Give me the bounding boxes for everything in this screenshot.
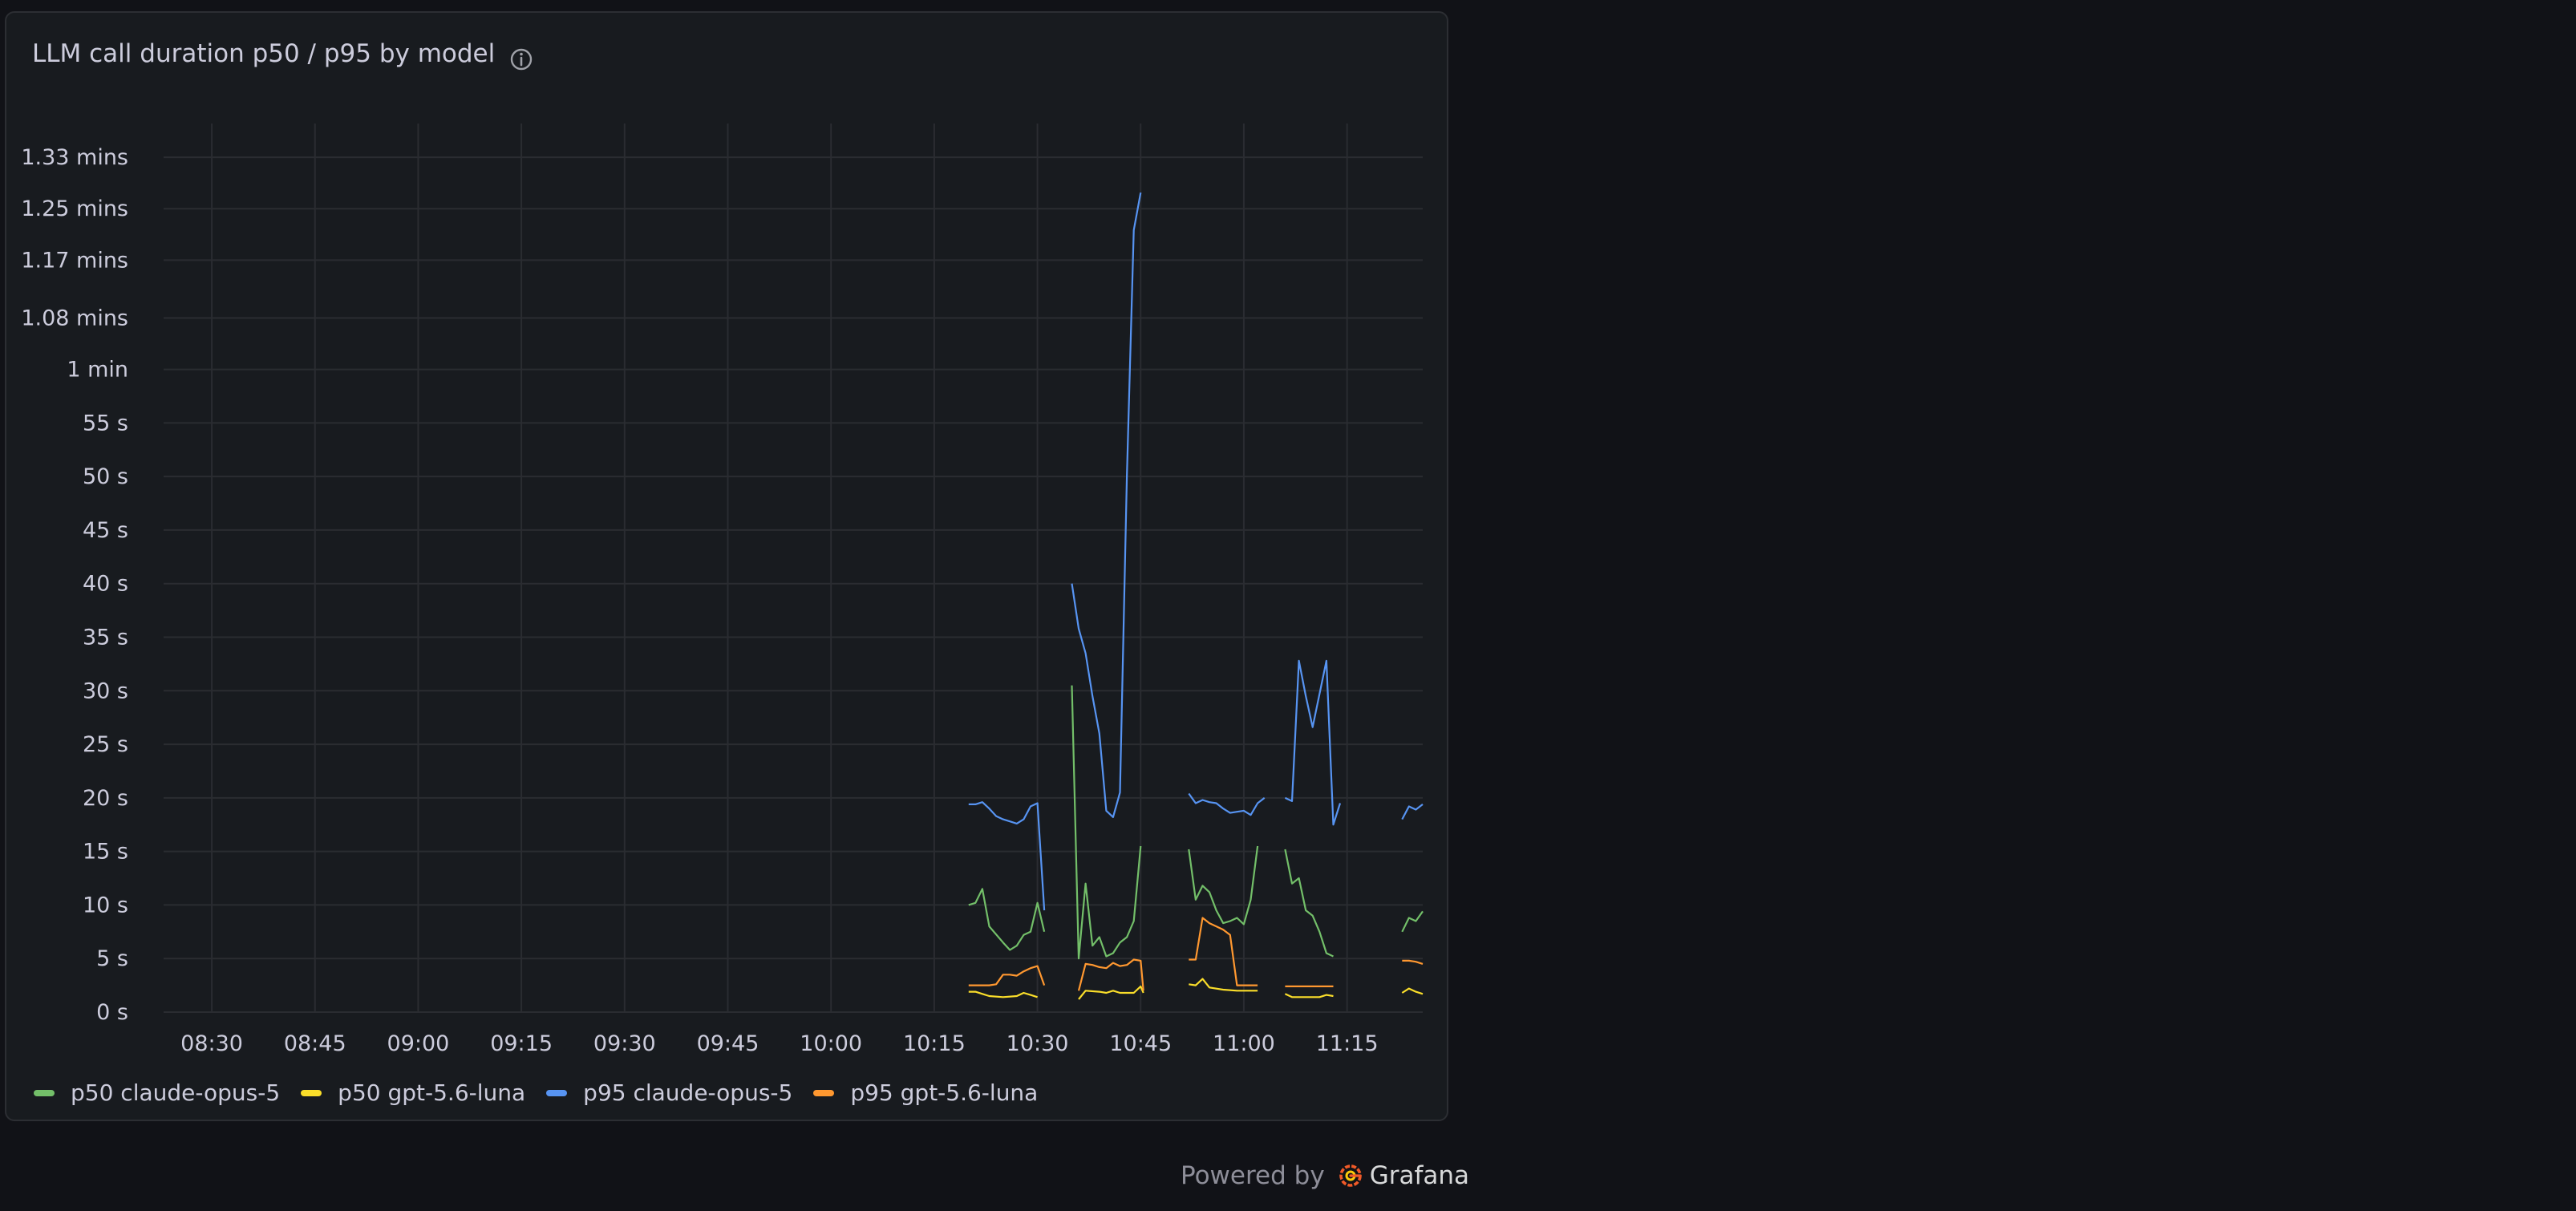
series-line-2-segment-3[interactable] — [1284, 659, 1342, 826]
x-tick-label-3: 09:15 — [490, 1031, 553, 1055]
legend-item-0[interactable]: p50 claude-opus-5 — [34, 1079, 280, 1106]
legend-label: p50 gpt-5.6-luna — [338, 1079, 526, 1106]
time-series-chart[interactable]: 0 s 5 s 10 s 15 s 20 s 25 s 30 s 35 s 40 s 45 s 50… — [6, 13, 1450, 1055]
series-line-1-segment-0[interactable] — [968, 990, 1038, 998]
panel-title: LLM call duration p50 / p95 by model — [32, 39, 496, 68]
series-line-1-segment-1[interactable] — [1078, 985, 1144, 1000]
series-p95-claude-opus-5 — [968, 192, 1424, 911]
powered-by-footer: Powered by Grafana — [1181, 1161, 1469, 1190]
y-tick-label-13: 1.08 mins — [21, 306, 128, 330]
y-tick-label-0: 0 s — [96, 1000, 128, 1025]
legend-label: p95 gpt-5.6-luna — [850, 1079, 1039, 1106]
series-line-3-segment-4[interactable] — [1402, 959, 1424, 965]
y-tick-label-11: 55 s — [83, 411, 128, 435]
y-axis: 0 s 5 s 10 s 15 s 20 s 25 s 30 s 35 s 40 s 45 s 50… — [21, 145, 128, 1025]
y-tick-label-2: 10 s — [83, 893, 128, 917]
y-tick-label-5: 25 s — [83, 732, 128, 757]
chart-panel: LLM call duration p50 / p95 by model 0 s… — [5, 11, 1448, 1121]
series-line-2-segment-1[interactable] — [1071, 192, 1142, 819]
series-line-0-segment-2[interactable] — [1188, 845, 1259, 925]
series-line-1-segment-3[interactable] — [1284, 993, 1334, 998]
y-tick-label-6: 30 s — [83, 678, 128, 703]
y-tick-label-12: 1 min — [67, 358, 128, 383]
y-tick-label-14: 1.17 mins — [21, 248, 128, 273]
y-tick-label-15: 1.25 mins — [21, 196, 128, 221]
info-circle-icon[interactable] — [508, 47, 534, 72]
series-line-2-segment-0[interactable] — [968, 801, 1046, 911]
legend-item-2[interactable]: p95 claude-opus-5 — [546, 1079, 792, 1106]
series-line-0-segment-1[interactable] — [1071, 685, 1142, 960]
legend-swatch — [813, 1089, 835, 1096]
x-tick-label-2: 09:00 — [387, 1031, 450, 1055]
powered-by-text: Powered by — [1181, 1161, 1325, 1190]
x-tick-label-5: 09:45 — [697, 1031, 759, 1055]
x-tick-label-8: 10:30 — [1007, 1031, 1069, 1055]
grafana-brand: Grafana — [1369, 1161, 1470, 1190]
x-tick-label-1: 08:45 — [284, 1031, 346, 1055]
x-tick-label-6: 10:00 — [800, 1031, 862, 1055]
legend-label: p50 claude-opus-5 — [71, 1079, 281, 1106]
y-tick-label-10: 50 s — [83, 464, 128, 489]
x-tick-label-10: 11:00 — [1213, 1031, 1275, 1055]
series-p50-gpt-5-6-luna — [968, 978, 1424, 1000]
series-line-1-segment-2[interactable] — [1189, 978, 1258, 992]
legend-item-3[interactable]: p95 gpt-5.6-luna — [813, 1079, 1038, 1106]
x-tick-label-9: 10:45 — [1109, 1031, 1172, 1055]
series-line-3-segment-1[interactable] — [1077, 958, 1144, 991]
series-line-0-segment-0[interactable] — [968, 888, 1046, 951]
grafana-logo-icon — [1339, 1164, 1362, 1187]
y-tick-label-16: 1.33 mins — [21, 145, 128, 170]
y-tick-label-7: 35 s — [83, 626, 128, 650]
series-line-2-segment-4[interactable] — [1401, 804, 1424, 820]
y-tick-label-8: 40 s — [83, 572, 128, 597]
legend-swatch — [34, 1089, 55, 1096]
chart-grid — [164, 124, 1423, 1013]
series-line-0-segment-4[interactable] — [1401, 910, 1424, 933]
chart-legend: p50 claude-opus-5 p50 gpt-5.6-luna p95 cla… — [34, 1079, 1059, 1106]
x-tick-label-11: 11:15 — [1316, 1031, 1379, 1055]
x-tick-label-0: 08:30 — [180, 1031, 243, 1055]
y-tick-label-3: 15 s — [83, 840, 128, 865]
series-line-2-segment-2[interactable] — [1188, 792, 1266, 816]
series-line-3-segment-2[interactable] — [1189, 917, 1258, 986]
y-tick-label-1: 5 s — [96, 946, 128, 971]
series-layer — [968, 192, 1424, 1000]
legend-swatch — [301, 1089, 322, 1096]
y-tick-label-9: 45 s — [83, 518, 128, 543]
x-tick-label-4: 09:30 — [593, 1031, 656, 1055]
legend-swatch — [546, 1089, 568, 1096]
series-line-1-segment-4[interactable] — [1401, 987, 1424, 995]
legend-label: p95 claude-opus-5 — [583, 1079, 793, 1106]
series-p50-claude-opus-5 — [968, 685, 1424, 960]
series-line-3-segment-0[interactable] — [968, 965, 1046, 986]
series-p95-gpt-5-6-luna — [968, 917, 1424, 991]
x-axis: 08:30 08:45 09:00 09:15 09:30 09:45 10:00 10:15… — [180, 1031, 1378, 1055]
series-line-0-segment-3[interactable] — [1284, 849, 1334, 958]
x-tick-label-7: 10:15 — [903, 1031, 966, 1055]
y-tick-label-4: 20 s — [83, 786, 128, 811]
legend-item-1[interactable]: p50 gpt-5.6-luna — [301, 1079, 525, 1106]
